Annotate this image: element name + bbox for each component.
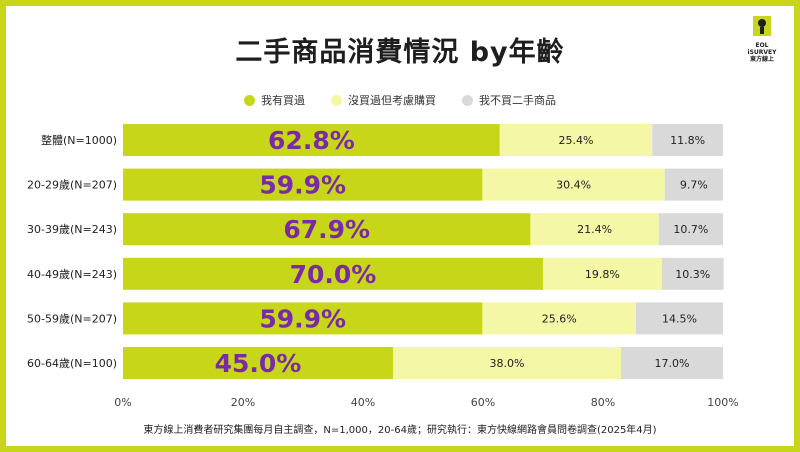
legend-swatch-considered — [331, 94, 342, 106]
legend-label-considered: 沒買過但考慮購買 — [348, 94, 436, 107]
bar-segment-1 — [123, 124, 500, 156]
data-label-considered: 21.4% — [577, 223, 612, 236]
bar-segment-1 — [123, 347, 393, 379]
bar-segment-2 — [543, 257, 662, 290]
data-label-bought: 45.0% — [215, 349, 302, 378]
x-tick-label: 20% — [231, 396, 255, 409]
bar-segment-3 — [661, 257, 724, 290]
data-label-never: 9.7% — [680, 179, 708, 192]
legend-label-bought: 我有買過 — [261, 94, 305, 107]
bar-segment-1 — [123, 302, 483, 335]
data-label-never: 17.0% — [655, 357, 690, 370]
data-label-considered: 30.4% — [556, 179, 591, 192]
bar-segment-2 — [482, 302, 636, 335]
x-tick-label: 100% — [707, 396, 738, 409]
logo: EOL iSURVEY 東方線上 — [738, 14, 786, 63]
data-label-bought: 59.9% — [259, 171, 346, 200]
bar-segment-1 — [123, 257, 543, 290]
bar-segment-2 — [393, 347, 621, 379]
bar-segment-3 — [658, 213, 723, 246]
category-label: 整體(N=1000) — [41, 133, 117, 147]
x-tick-label: 60% — [471, 396, 495, 409]
bar-segment-3 — [621, 347, 723, 379]
data-label-considered: 25.4% — [559, 134, 594, 147]
category-label: 50-59歲(N=207) — [27, 311, 117, 325]
data-label-bought: 67.9% — [283, 215, 370, 244]
data-label-considered: 19.8% — [585, 268, 620, 281]
data-label-bought: 59.9% — [259, 304, 346, 333]
data-label-considered: 25.6% — [542, 312, 577, 325]
category-label: 40-49歲(N=243) — [27, 267, 117, 281]
x-tick-label: 0% — [114, 396, 131, 409]
logo-mark-icon — [753, 16, 771, 36]
data-label-considered: 38.0% — [490, 357, 525, 370]
legend-item-considered: 沒買過但考慮購買 — [331, 92, 436, 108]
legend-label-never: 我不買二手商品 — [479, 94, 556, 107]
data-label-bought: 62.8% — [268, 126, 355, 155]
category-label: 30-39歲(N=243) — [27, 222, 117, 236]
legend: 我有買過 沒買過但考慮購買 我不買二手商品 — [0, 92, 800, 108]
bar-segment-2 — [482, 168, 665, 201]
logo-line-1: EOL — [755, 42, 769, 49]
data-label-never: 14.5% — [662, 312, 697, 325]
x-tick-label: 40% — [351, 396, 375, 409]
bar-segment-1 — [123, 213, 531, 246]
data-label-never: 10.3% — [675, 268, 710, 281]
bar-segment-3 — [636, 302, 723, 335]
bar-segment-2 — [499, 124, 653, 156]
logo-line-3: 東方線上 — [749, 56, 774, 63]
data-label-bought: 70.0% — [290, 260, 377, 289]
data-label-never: 10.7% — [673, 223, 708, 236]
legend-item-bought: 我有買過 — [244, 92, 305, 108]
bar-segment-3 — [652, 124, 723, 156]
legend-swatch-never — [462, 94, 473, 106]
x-tick-label: 80% — [591, 396, 615, 409]
legend-swatch-bought — [244, 94, 255, 106]
bar-segment-1 — [123, 168, 483, 201]
logo-line-2: iSURVEY — [747, 49, 777, 56]
chart-title: 二手商品消費情況 by年齡 — [235, 37, 565, 68]
bar-segment-3 — [664, 168, 723, 201]
footnote: 東方線上消費者研究集團每月自主調查，N=1,000，20-64歲；研究執行：東方… — [143, 425, 657, 436]
data-label-never: 11.8% — [670, 134, 705, 147]
category-label: 20-29歲(N=207) — [27, 178, 117, 192]
category-label: 60-64歲(N=100) — [27, 356, 117, 370]
legend-item-never: 我不買二手商品 — [462, 92, 556, 108]
bar-segment-2 — [530, 213, 659, 246]
